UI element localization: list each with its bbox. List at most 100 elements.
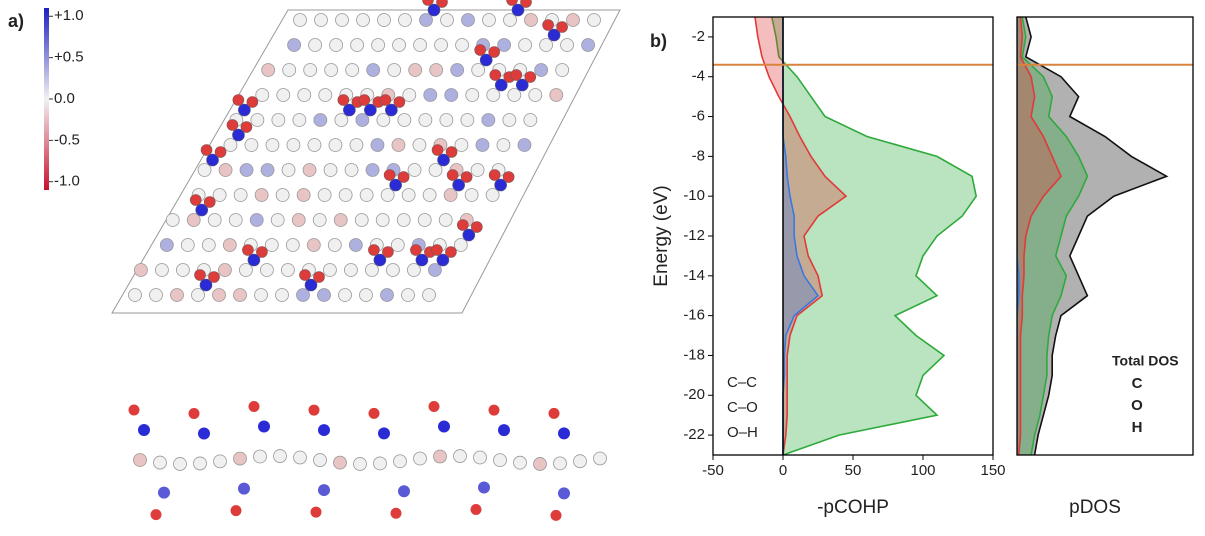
area-line <box>1018 17 1062 455</box>
area-line <box>1021 17 1089 455</box>
atom <box>317 188 332 202</box>
colorbar-tick-label: -1.0 <box>54 173 80 190</box>
atom <box>465 88 480 102</box>
atom <box>355 113 370 127</box>
atom <box>488 46 500 58</box>
atom <box>203 196 216 208</box>
atom <box>378 427 390 440</box>
atom <box>191 288 205 302</box>
atom <box>471 221 483 233</box>
atom <box>304 278 318 292</box>
x-tick-label: 100 <box>910 462 935 479</box>
atom <box>271 113 286 127</box>
atom <box>474 44 486 56</box>
x-axis-title: pDOS <box>1069 497 1121 518</box>
atom <box>198 427 210 440</box>
legend-entry: C–C <box>727 374 757 391</box>
atom <box>387 63 402 77</box>
x-tick-label: 150 <box>980 462 1005 479</box>
y-tick-label: -18 <box>683 346 705 363</box>
atom <box>428 400 440 412</box>
atom <box>407 263 421 277</box>
atom <box>506 0 518 6</box>
atom <box>307 138 322 152</box>
atom <box>488 169 501 181</box>
atom <box>324 63 339 77</box>
atom <box>478 481 490 494</box>
legend-entry: Total DOS <box>1112 353 1179 369</box>
atom <box>423 88 438 102</box>
atom <box>323 163 338 177</box>
atom <box>238 103 251 117</box>
atom <box>246 96 259 108</box>
atom <box>218 163 233 177</box>
atom <box>444 88 459 102</box>
atom <box>228 213 243 227</box>
atom <box>366 63 381 77</box>
atom <box>397 113 412 127</box>
atom <box>380 288 394 302</box>
y-axis-title: Energy (eV) <box>651 185 672 286</box>
atom <box>344 163 359 177</box>
panel-label: b) <box>650 31 667 51</box>
atom <box>337 94 350 106</box>
atom <box>533 457 547 471</box>
atom <box>549 88 564 102</box>
atom <box>473 450 487 465</box>
atom <box>207 213 222 227</box>
atom <box>349 138 364 152</box>
atom <box>396 213 411 227</box>
atom <box>293 13 307 27</box>
atom <box>528 88 543 102</box>
atom <box>306 238 321 252</box>
atom <box>338 188 353 202</box>
atom <box>170 288 184 302</box>
panel-label: a) <box>8 11 24 31</box>
atom <box>412 138 427 152</box>
atom <box>397 171 410 183</box>
area-fill <box>755 17 846 455</box>
atom <box>365 263 379 277</box>
atom <box>555 63 570 77</box>
atom <box>308 38 322 52</box>
atom <box>282 63 297 77</box>
atom <box>310 506 322 518</box>
atom <box>173 457 187 471</box>
atom <box>218 263 232 277</box>
atom <box>348 238 363 252</box>
atom <box>566 13 580 27</box>
y-tick-label: -2 <box>692 28 705 45</box>
atom <box>534 63 549 77</box>
atom <box>359 188 374 202</box>
atom <box>413 451 427 466</box>
legend-entry: O <box>1131 397 1143 414</box>
atom <box>233 451 247 466</box>
atom <box>453 449 467 463</box>
atom <box>313 453 327 467</box>
atom <box>317 288 331 302</box>
atom <box>496 138 511 152</box>
atom <box>389 178 402 192</box>
atom <box>232 128 245 142</box>
atom <box>176 263 190 277</box>
atom <box>452 178 465 192</box>
atom <box>165 213 180 227</box>
atom <box>581 38 595 52</box>
atom <box>333 455 347 470</box>
atom <box>450 63 465 77</box>
atom <box>248 401 260 413</box>
atom <box>479 53 493 67</box>
atom <box>302 163 317 177</box>
atom <box>523 113 538 127</box>
atom <box>327 238 342 252</box>
atom <box>542 19 554 31</box>
area-fill <box>1017 17 1167 455</box>
plot-frame <box>1016 16 1194 456</box>
atom <box>560 38 574 52</box>
atom <box>471 63 486 77</box>
atom <box>419 13 433 27</box>
atom <box>524 13 538 27</box>
colorbar-tick-label: +0.5 <box>54 49 84 66</box>
colorbar-tick-label: -0.5 <box>54 131 80 148</box>
atom <box>200 144 213 156</box>
